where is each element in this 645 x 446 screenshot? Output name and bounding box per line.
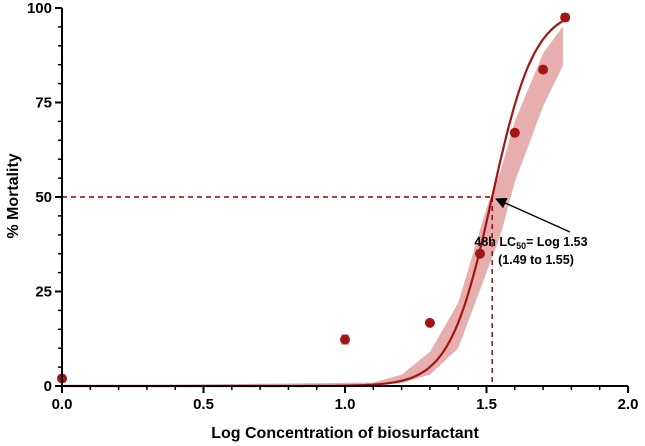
data-point bbox=[474, 248, 485, 259]
y-tick-label: 75 bbox=[35, 95, 52, 112]
lc50-arrow bbox=[495, 198, 571, 233]
x-tick-label: 1.0 bbox=[335, 396, 356, 413]
y-tick-label: 50 bbox=[35, 189, 52, 206]
lc50-label-prefix: 48h LC bbox=[474, 235, 516, 249]
plot-area: 0 25 50 75 100 0.0 0.5 1.0 1.5 2.0 bbox=[27, 0, 638, 413]
data-point bbox=[560, 12, 571, 23]
y-tick-label: 25 bbox=[35, 284, 52, 301]
y-tick-label: 100 bbox=[27, 0, 52, 17]
lc50-label-subscript: 50 bbox=[516, 241, 526, 251]
data-point bbox=[509, 127, 520, 138]
lc50-annotation: 48h LC50= Log 1.53 (1.49 to 1.55) bbox=[474, 198, 588, 267]
x-tick-label: 0.0 bbox=[52, 396, 73, 413]
data-point bbox=[424, 317, 435, 328]
lc50-ci-label: (1.49 to 1.55) bbox=[498, 253, 574, 267]
lc50-label-suffix: = Log 1.53 bbox=[526, 235, 588, 249]
confidence-band bbox=[62, 26, 563, 386]
x-tick-label: 1.5 bbox=[476, 396, 497, 413]
data-point bbox=[538, 64, 549, 75]
y-axis-label: % Mortality bbox=[5, 153, 22, 238]
lc50-label: 48h LC50= Log 1.53 bbox=[474, 235, 587, 251]
data-point bbox=[340, 334, 350, 345]
x-tick-label: 0.5 bbox=[193, 396, 214, 413]
x-axis-label: Log Concentration of biosurfactant bbox=[211, 425, 479, 442]
x-tick-label: 2.0 bbox=[618, 396, 639, 413]
y-tick-label: 0 bbox=[44, 378, 52, 395]
